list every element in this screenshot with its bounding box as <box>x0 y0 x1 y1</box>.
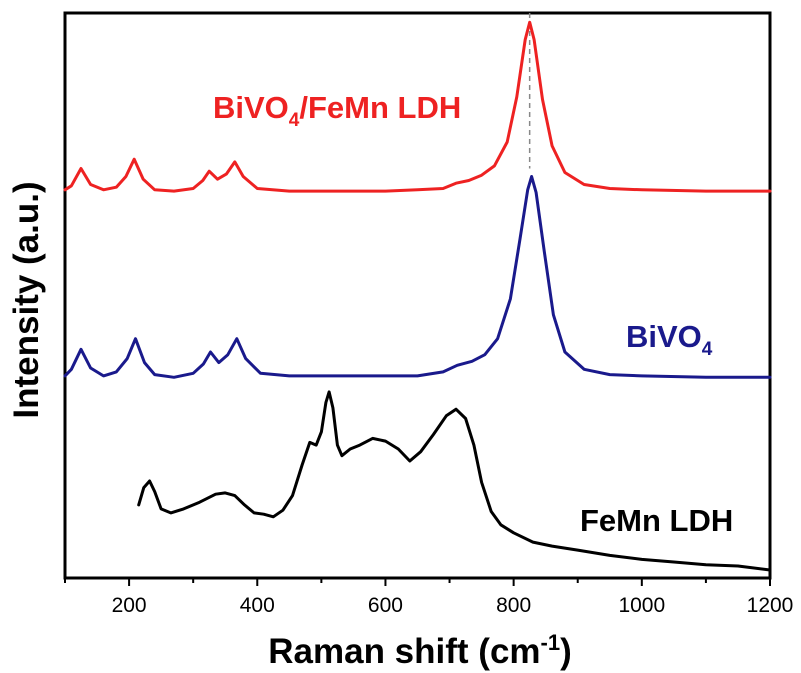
x-axis-ticks: 200 400 600 800 1000 1200 <box>64 578 794 617</box>
plot-border <box>63 11 772 580</box>
x-tick-label: 200 <box>112 594 147 617</box>
plot-frame <box>63 11 772 580</box>
annotation-main: FeMn LDH <box>580 503 733 538</box>
x-axis-label-main: Raman shift (cm <box>268 632 540 671</box>
series-line-0 <box>63 20 772 193</box>
series-line-1 <box>63 175 772 379</box>
annotation-main: BiVO <box>626 319 702 354</box>
series-line-2 <box>137 390 772 572</box>
x-axis-label-superscript: -1 <box>541 630 561 655</box>
series-annotation-0: BiVO4/FeMn LDH <box>213 90 461 131</box>
series-annotation-1: BiVO4 <box>626 319 713 360</box>
annotation-subscript: 4 <box>702 339 713 360</box>
x-tick-label: 600 <box>368 594 403 617</box>
x-tick-label: 800 <box>496 594 531 617</box>
annotation-subscript: 4 <box>289 110 300 131</box>
x-tick-label: 1000 <box>618 594 665 617</box>
x-tick-label: 400 <box>240 594 275 617</box>
annotation-main: BiVO <box>213 90 289 125</box>
series-annotation-2: FeMn LDH <box>580 503 733 538</box>
y-axis-label: Intensity (a.u.) <box>7 181 46 418</box>
x-tick-label: 1200 <box>747 594 794 617</box>
x-axis-label: Raman shift (cm-1) <box>268 630 572 671</box>
annotation-rest: /FeMn LDH <box>299 90 461 125</box>
x-axis-label-close: ) <box>560 632 572 671</box>
series-layer <box>63 20 772 572</box>
